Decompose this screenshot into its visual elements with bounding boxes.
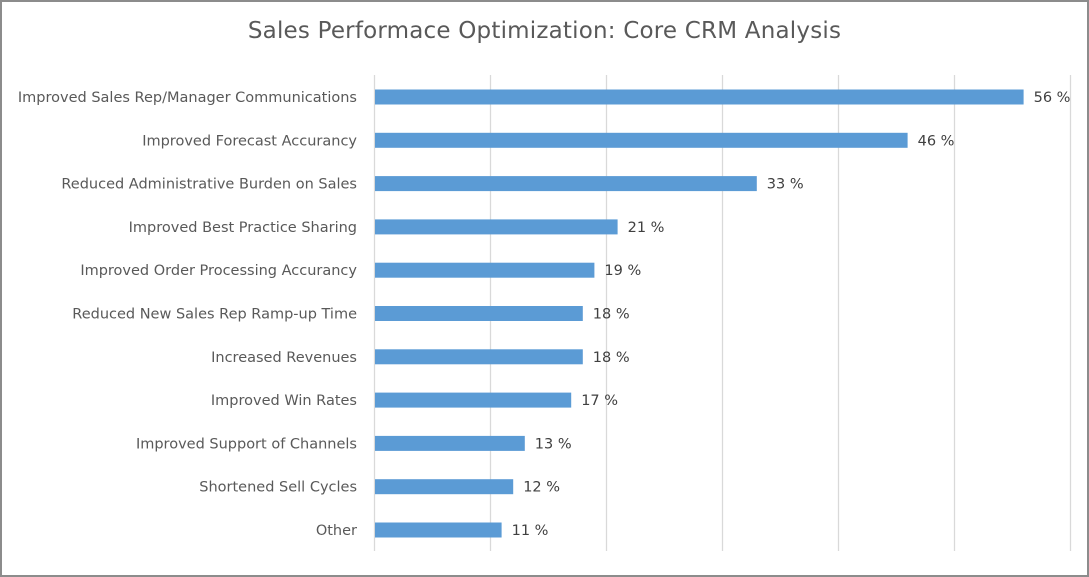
bar bbox=[375, 89, 1024, 105]
data-label: 12 % bbox=[523, 480, 560, 496]
category-label: Increased Revenues bbox=[211, 350, 357, 366]
bar bbox=[375, 176, 757, 192]
data-label: 13 % bbox=[535, 436, 572, 452]
data-label: 19 % bbox=[604, 263, 641, 279]
category-label: Improved Win Rates bbox=[211, 393, 357, 409]
data-label: 18 % bbox=[593, 307, 630, 323]
data-label: 33 % bbox=[767, 177, 804, 193]
bar bbox=[375, 435, 525, 451]
category-label: Other bbox=[316, 523, 357, 539]
data-label: 46 % bbox=[918, 133, 955, 149]
bar bbox=[375, 392, 572, 408]
bar bbox=[375, 219, 618, 235]
category-label: Reduced New Sales Rep Ramp-up Time bbox=[72, 307, 357, 323]
category-label: Improved Forecast Accurancy bbox=[142, 133, 357, 149]
category-label: Improved Sales Rep/Manager Communication… bbox=[18, 90, 357, 106]
bar bbox=[375, 522, 502, 538]
chart-title: Sales Performace Optimization: Core CRM … bbox=[247, 18, 842, 44]
category-label: Improved Best Practice Sharing bbox=[129, 220, 357, 236]
bar bbox=[375, 132, 908, 148]
data-label: 21 % bbox=[628, 220, 665, 236]
category-label: Shortened Sell Cycles bbox=[199, 480, 357, 496]
data-label: 11 % bbox=[512, 523, 549, 539]
category-label: Improved Support of Channels bbox=[136, 436, 357, 452]
data-label: 17 % bbox=[581, 393, 618, 409]
category-label: Reduced Administrative Burden on Sales bbox=[61, 177, 357, 193]
bar-layer bbox=[375, 89, 1024, 538]
bar bbox=[375, 479, 514, 495]
category-label: Improved Order Processing Accurancy bbox=[80, 263, 357, 279]
data-label: 56 % bbox=[1034, 90, 1071, 106]
bar bbox=[375, 306, 583, 321]
data-label: 18 % bbox=[593, 350, 630, 366]
bar bbox=[375, 262, 595, 278]
label-layer: Improved Sales Rep/Manager Communication… bbox=[18, 90, 1071, 539]
bar bbox=[375, 349, 583, 365]
grid-layer bbox=[373, 75, 1072, 551]
